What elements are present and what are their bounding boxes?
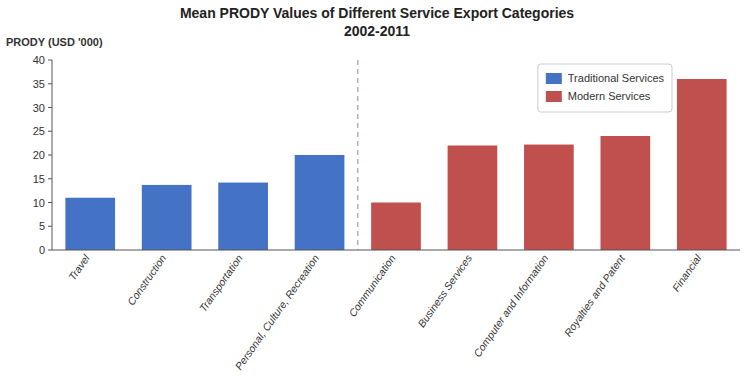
x-tick-label: Financial: [669, 252, 703, 294]
x-tick-label: Travel: [66, 252, 92, 283]
x-tick-label: Personal, Culture, Recreation: [232, 252, 321, 372]
y-tick: [48, 60, 52, 61]
bar: [218, 183, 268, 250]
title: Mean PRODY Values of Different Service E…: [180, 5, 574, 21]
bar: [600, 136, 650, 250]
bar: [371, 203, 421, 251]
bar: [65, 198, 115, 250]
y-axis-label: PRODY (USD '000): [6, 36, 103, 48]
y-tick: [48, 250, 52, 251]
y-tick-label: 5: [39, 220, 45, 232]
bar: [677, 79, 727, 250]
y-tick-label: 35: [33, 78, 45, 90]
legend-label: Modern Services: [568, 90, 651, 102]
group-separator: [357, 60, 358, 250]
x-tick-label: Business Services: [415, 252, 474, 330]
y-tick-label: 0: [39, 244, 45, 256]
y-axis-line: [52, 60, 53, 250]
chart: Mean PRODY Values of Different Service E…: [0, 0, 754, 382]
x-tick-label: Transportation: [197, 252, 245, 314]
y-tick: [48, 226, 52, 227]
y-tick-label: 10: [33, 197, 45, 209]
bar: [295, 155, 345, 250]
legend-box: [538, 64, 672, 112]
y-tick-label: 30: [33, 102, 45, 114]
y-tick: [48, 178, 52, 179]
y-tick-label: 20: [33, 149, 45, 161]
x-tick-label: Computer and Information: [471, 252, 551, 359]
bar: [142, 185, 192, 250]
y-tick-label: 25: [33, 125, 45, 137]
y-tick: [48, 131, 52, 132]
y-tick-label: 40: [33, 54, 45, 66]
y-tick: [48, 202, 52, 203]
x-tick-label: Construction: [125, 252, 169, 307]
y-tick: [48, 107, 52, 108]
bar: [524, 145, 574, 250]
x-axis-line: [52, 250, 740, 251]
legend: Traditional Services Modern Services: [538, 64, 672, 112]
x-tick-label: Communication: [346, 252, 398, 319]
y-tick: [48, 83, 52, 84]
legend-label: Traditional Services: [568, 72, 665, 84]
y-tick-label: 15: [33, 173, 45, 185]
subtitle: 2002-2011: [344, 23, 410, 39]
y-tick: [48, 155, 52, 156]
legend-swatch: [546, 91, 562, 102]
legend-swatch: [546, 73, 562, 84]
x-tick-label: Royalties and Patent: [562, 251, 628, 338]
bar: [448, 146, 498, 251]
